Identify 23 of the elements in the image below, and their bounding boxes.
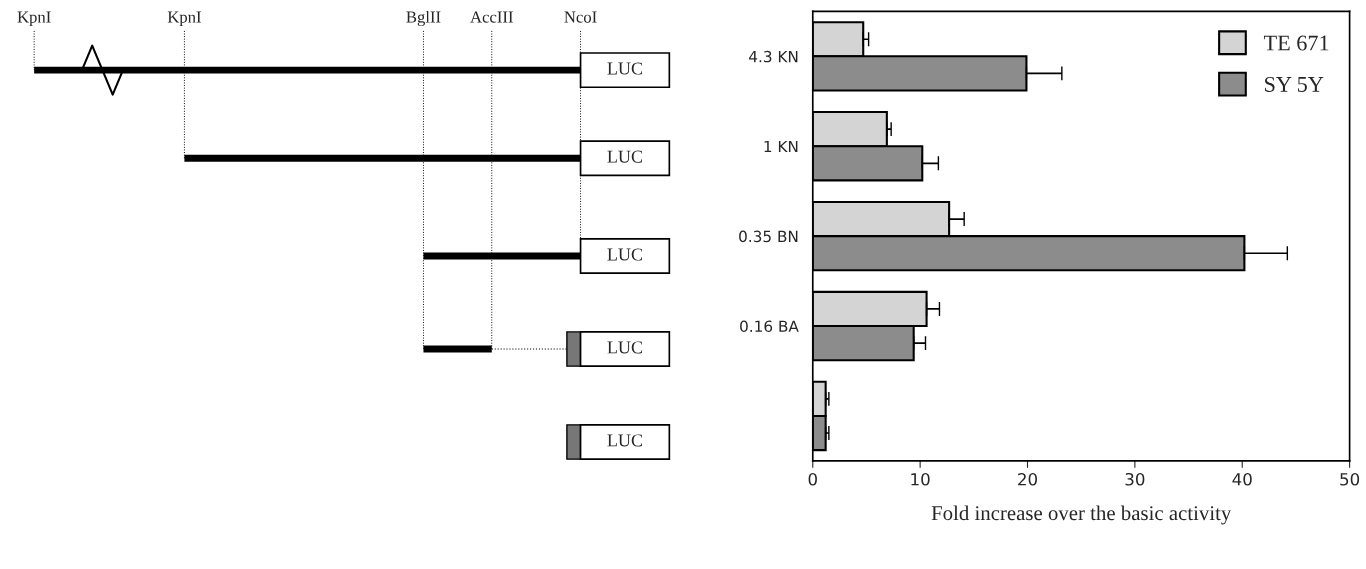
x-tick-label: 0 bbox=[808, 472, 817, 486]
text: KpnI bbox=[17, 11, 51, 27]
legend-label: SY 5Y bbox=[1265, 76, 1324, 92]
text: LUC bbox=[607, 150, 643, 163]
x-tick-label: 40 bbox=[1232, 472, 1252, 486]
text: KpnI bbox=[167, 11, 201, 27]
text: BglII bbox=[406, 10, 441, 27]
x-tick-label: 20 bbox=[1018, 472, 1037, 486]
y-tick-label: 4.3 KN bbox=[749, 50, 798, 63]
x-axis-title: Fold increase over the basic activity bbox=[931, 505, 1232, 525]
text: LUC bbox=[607, 341, 643, 354]
text: NcoI bbox=[564, 11, 597, 23]
x-tick-label: 30 bbox=[1125, 472, 1145, 486]
text: AccIII bbox=[470, 11, 513, 23]
text: LUC bbox=[607, 248, 643, 261]
y-tick-label: 1 KN bbox=[764, 140, 798, 153]
y-tick-label: 0.35 BN bbox=[739, 230, 798, 243]
legend-label: TE 671 bbox=[1263, 35, 1329, 51]
text: LUC bbox=[607, 434, 643, 447]
text: LUC bbox=[607, 62, 643, 75]
x-tick-label: 10 bbox=[911, 472, 930, 486]
x-tick-label: 50 bbox=[1340, 472, 1360, 486]
y-tick-label: 0.16 BA bbox=[740, 320, 799, 333]
